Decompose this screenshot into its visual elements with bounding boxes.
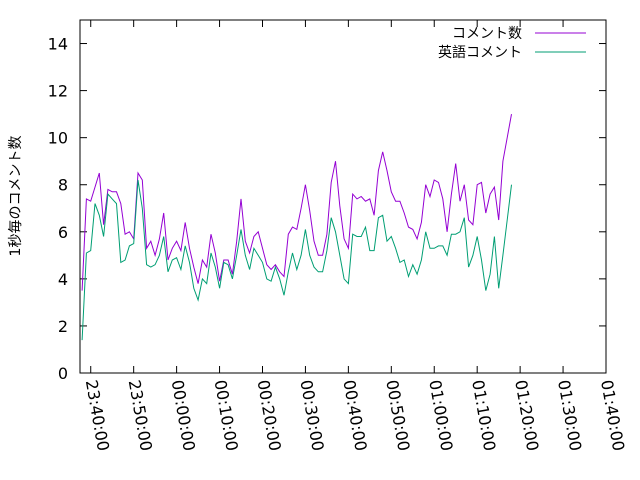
y-tick-label: 12 [48,82,68,101]
y-tick-label: 2 [58,317,68,336]
x-tick-label: 00:40:00 [339,378,370,452]
plot-frame [79,19,607,374]
x-tick-label: 01:00:00 [425,378,456,452]
x-tick-label: 23:50:00 [125,378,156,452]
y-axis-ticks: 0 2 4 6 8 10 12 14 [48,35,606,383]
x-tick-label: 01:30:00 [554,378,585,452]
y-tick-label: 6 [58,223,68,242]
series-line-1 [81,114,512,291]
x-tick-label: 00:00:00 [168,378,199,452]
x-tick-label: 00:30:00 [296,378,327,452]
x-tick-label: 01:40:00 [597,378,628,452]
legend-label-2: 英語コメント [438,44,522,61]
series-line-2 [81,179,512,341]
y-tick-label: 14 [48,35,68,54]
x-tick-label: 00:50:00 [382,378,413,452]
y-tick-label: 10 [48,129,68,148]
series-lines [81,114,512,341]
y-tick-label: 4 [58,270,68,289]
x-tick-label: 01:20:00 [511,378,542,452]
y-axis-title: 1秒毎のコメント数 [8,136,24,257]
x-axis-ticks: 23:40:00 23:50:00 00:00:00 00:10:00 00:20:00… [82,20,628,452]
y-tick-label: 0 [58,364,68,383]
x-tick-label: 01:10:00 [468,378,499,452]
x-tick-label: 00:20:00 [254,378,285,452]
y-tick-label: 8 [58,176,68,195]
x-tick-label: 23:40:00 [82,378,113,452]
legend-label-1: コメント数 [452,26,522,42]
x-tick-label: 00:10:00 [211,378,242,452]
